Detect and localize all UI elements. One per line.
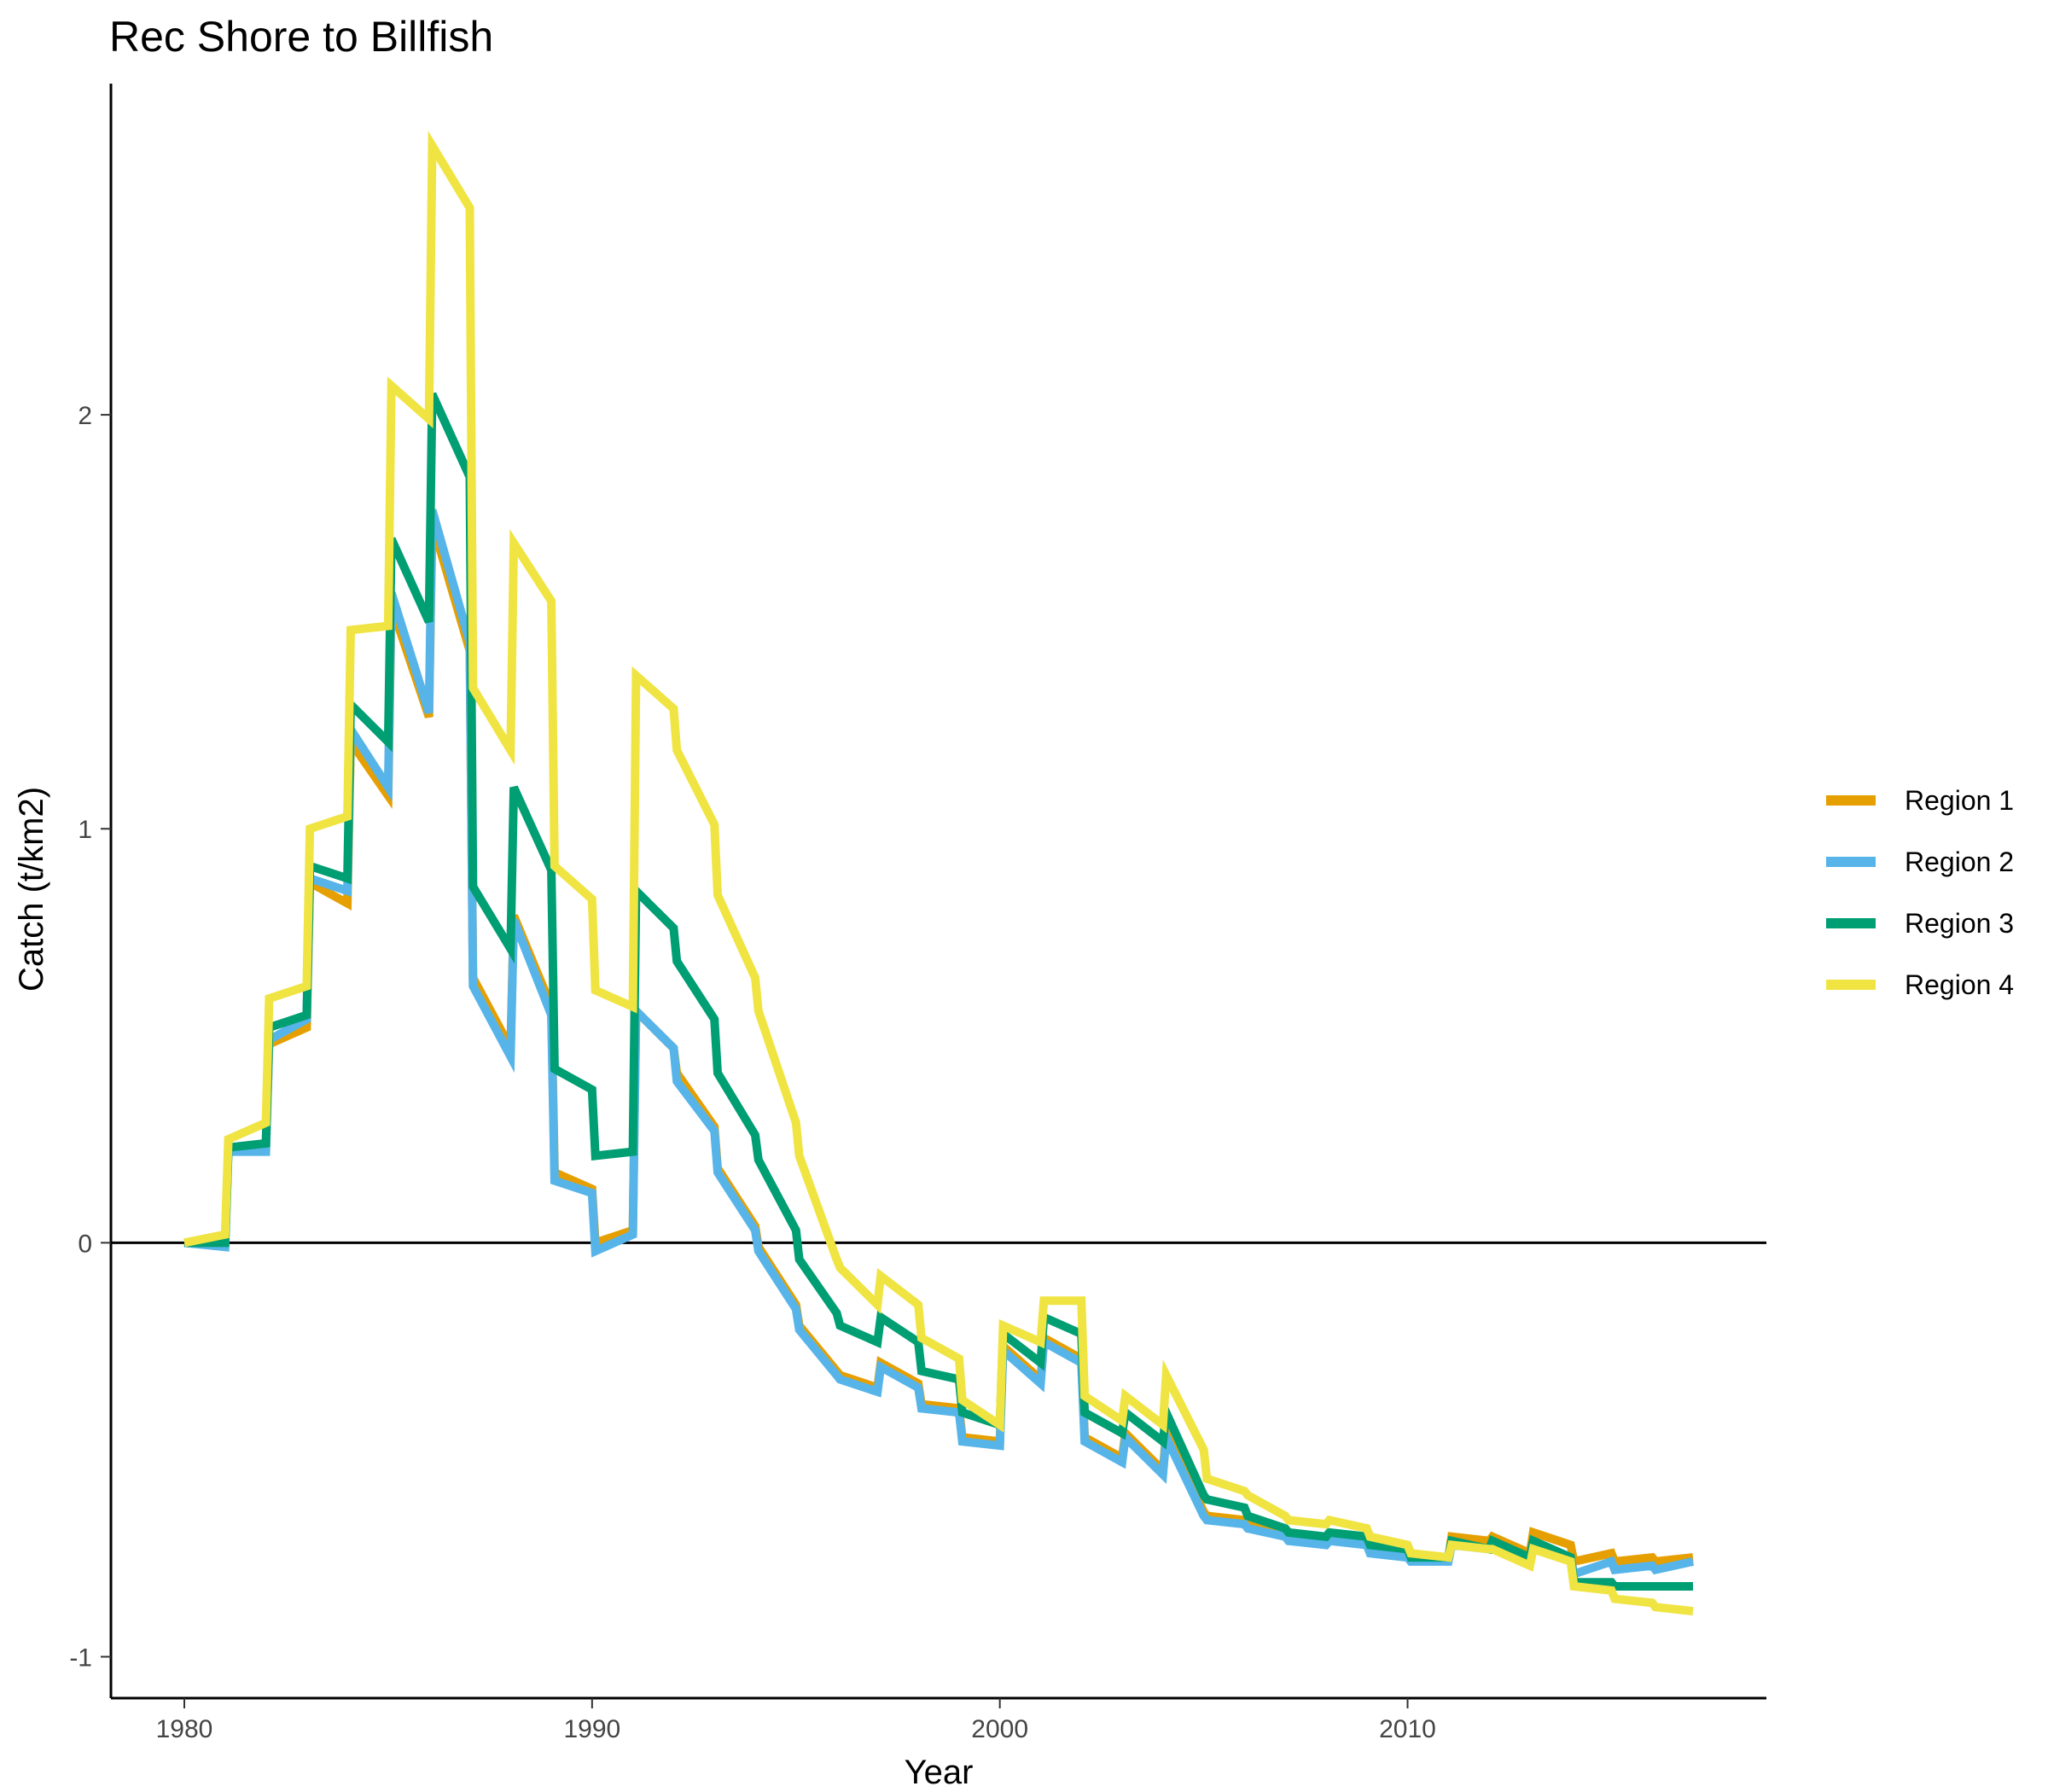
legend-label: Region 4 (1905, 969, 2014, 1000)
x-tick-label: 1990 (563, 1715, 620, 1743)
legend-label: Region 3 (1905, 908, 2014, 939)
x-tick-label: 1980 (156, 1715, 213, 1743)
series-layer (183, 131, 1695, 1616)
y-axis-title: Catch (t/km2) (13, 787, 50, 992)
y-tick-label: -1 (69, 1644, 92, 1672)
y-axis-ticks: -1 0 1 2 (69, 402, 111, 1672)
legend-item-region-4: Region 4 (1826, 969, 2014, 1000)
legend-item-region-1: Region 1 (1826, 785, 2014, 816)
series-line-region-4 (183, 131, 1694, 1616)
legend-item-region-2: Region 2 (1826, 847, 2014, 877)
x-axis-ticks: 1980 1990 2000 2010 (156, 1698, 1436, 1743)
y-tick-label: 0 (78, 1230, 92, 1258)
x-tick-label: 2000 (971, 1715, 1028, 1743)
legend: Region 1 Region 2 Region 3 Region 4 (1826, 785, 2014, 1000)
legend-label: Region 1 (1905, 785, 2014, 816)
chart-title: Rec Shore to Billfish (109, 13, 493, 61)
x-tick-label: 2010 (1379, 1715, 1436, 1743)
legend-label: Region 2 (1905, 847, 2014, 877)
plot-area: 1980 1990 2000 2010 -1 0 1 2 (69, 84, 1766, 1743)
y-tick-label: 2 (78, 402, 92, 430)
y-tick-label: 1 (78, 816, 92, 844)
legend-item-region-3: Region 3 (1826, 908, 2014, 939)
x-axis-title: Year (905, 1754, 974, 1791)
